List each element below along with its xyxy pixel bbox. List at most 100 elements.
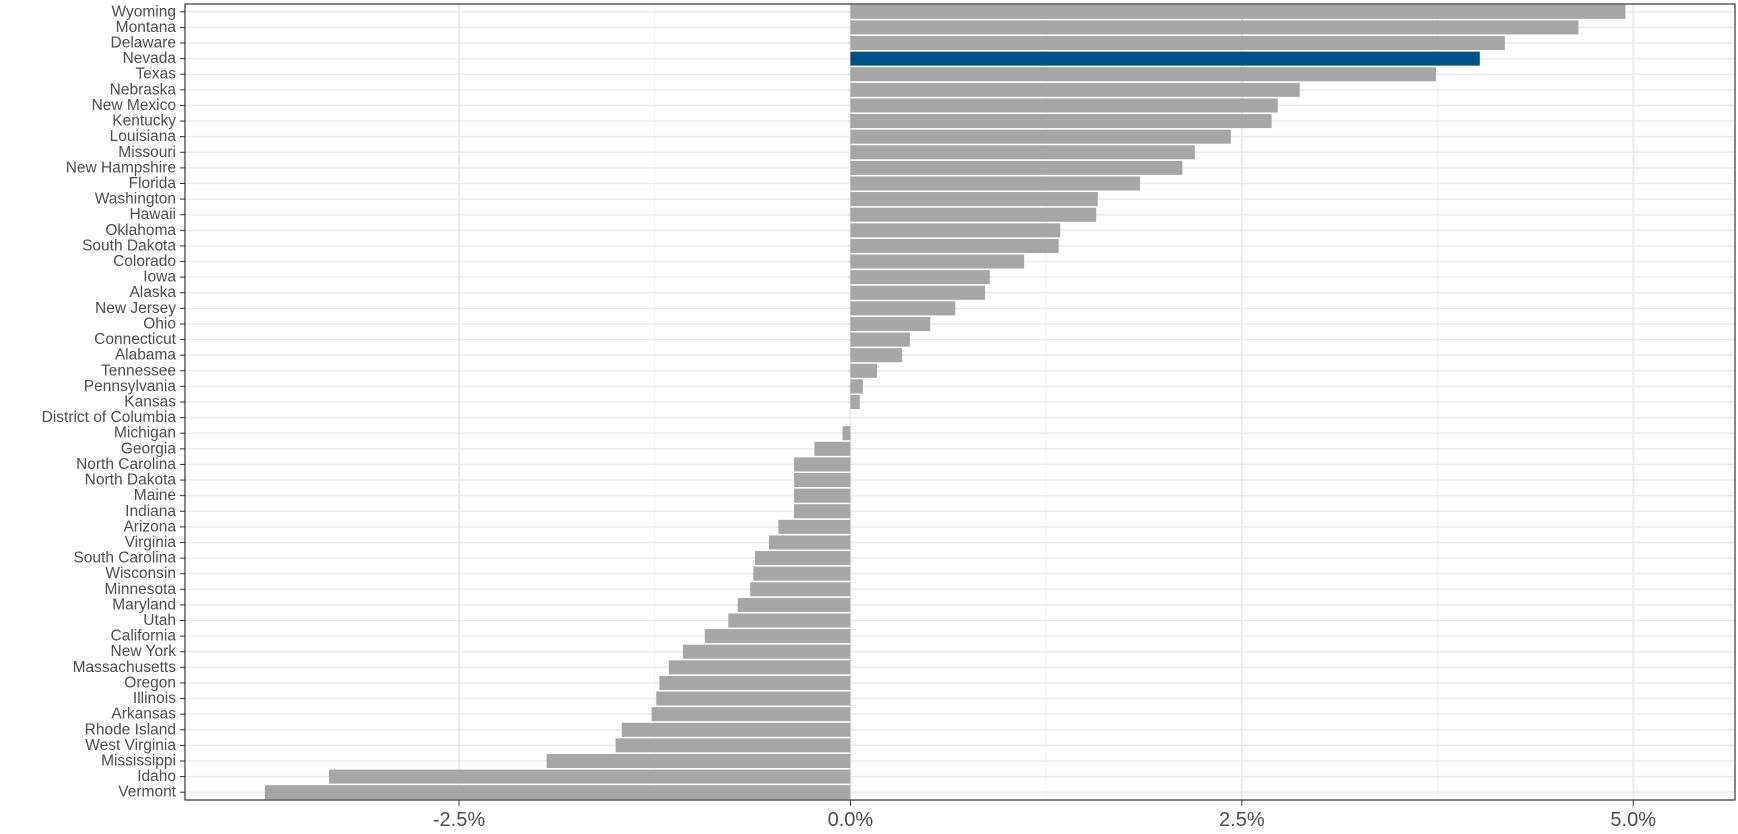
bar-virginia <box>768 535 851 550</box>
y-tick-label: Nevada <box>123 50 177 67</box>
bar-south-dakota <box>850 238 1059 253</box>
y-tick-label: Hawaii <box>129 206 176 223</box>
y-tick-label: Louisiana <box>110 128 177 145</box>
y-tick-label: North Carolina <box>76 456 176 473</box>
bar-arizona <box>778 519 851 534</box>
y-tick-label: Kentucky <box>112 113 176 130</box>
y-tick-label: Georgia <box>121 440 177 457</box>
bar-iowa <box>850 270 990 285</box>
x-tick-label: 5.0% <box>1610 809 1656 831</box>
bar-tennessee <box>850 363 878 378</box>
bar-minnesota <box>750 582 851 597</box>
y-tick-label: Ohio <box>143 315 176 332</box>
y-tick-label: Mississippi <box>101 752 176 769</box>
bar-maine <box>794 488 851 503</box>
y-tick-label: Michigan <box>114 425 176 442</box>
y-tick-label: Florida <box>129 175 177 192</box>
y-tick-label: Colorado <box>113 253 176 270</box>
bar-wisconsin <box>753 566 851 581</box>
y-tick-label: Utah <box>143 612 176 629</box>
bar-vermont <box>264 785 851 800</box>
bar-louisiana <box>850 129 1231 144</box>
bar-south-carolina <box>754 551 851 566</box>
y-tick-label: Minnesota <box>104 581 176 598</box>
bar-colorado <box>850 254 1025 269</box>
y-tick-label: Alabama <box>115 347 177 364</box>
y-tick-label: Wyoming <box>112 3 176 20</box>
bar-oregon <box>659 675 851 690</box>
y-axis: WyomingMontanaDelawareNevadaTexasNebrask… <box>42 3 185 801</box>
y-tick-label: New Hampshire <box>66 159 176 176</box>
bar-rhode-island <box>621 722 851 737</box>
y-tick-label: New Mexico <box>92 97 176 114</box>
y-tick-label: Maine <box>134 487 176 504</box>
bar-indiana <box>794 504 851 519</box>
bar-florida <box>850 176 1141 191</box>
bar-pennsylvania <box>850 379 863 394</box>
bar-kentucky <box>850 114 1272 129</box>
bar-idaho <box>329 769 851 784</box>
y-tick-label: Arizona <box>123 518 176 535</box>
y-tick-label: New York <box>111 643 177 660</box>
y-tick-label: South Dakota <box>82 237 176 254</box>
y-tick-label: South Carolina <box>73 550 176 567</box>
bar-arkansas <box>651 707 851 722</box>
bar-kansas <box>850 394 860 410</box>
y-tick-label: District of Columbia <box>42 409 177 426</box>
bar-hawaii <box>850 207 1097 222</box>
y-tick-label: Alaska <box>129 284 176 301</box>
y-tick-label: North Dakota <box>85 472 177 489</box>
y-tick-label: Texas <box>136 66 177 83</box>
y-tick-label: Massachusetts <box>73 659 177 676</box>
y-tick-label: New Jersey <box>95 300 176 317</box>
bar-oklahoma <box>850 223 1061 238</box>
y-tick-label: Kansas <box>124 394 176 411</box>
bar-delaware <box>850 35 1505 51</box>
y-tick-label: Missouri <box>118 144 176 161</box>
bar-west-virginia <box>615 738 851 753</box>
y-tick-label: West Virginia <box>85 737 176 754</box>
y-tick-label: Arkansas <box>111 706 176 723</box>
bar-utah <box>728 613 851 628</box>
y-tick-label: Iowa <box>143 269 176 286</box>
y-tick-label: Indiana <box>125 503 176 520</box>
bar-new-mexico <box>850 98 1278 113</box>
y-tick-label: Oregon <box>124 674 176 691</box>
y-tick-label: California <box>111 628 177 645</box>
y-tick-label: Wisconsin <box>105 565 176 582</box>
y-tick-label: Delaware <box>111 35 176 52</box>
y-tick-label: Virginia <box>125 534 177 551</box>
bar-texas <box>850 67 1436 82</box>
x-tick-label: 2.5% <box>1219 809 1265 831</box>
bar-alabama <box>850 348 903 363</box>
bar-north-dakota <box>794 473 851 488</box>
y-tick-label: Maryland <box>112 596 176 613</box>
bar-new-york <box>682 644 851 659</box>
y-tick-label: Idaho <box>137 768 176 785</box>
bar-michigan <box>842 426 851 441</box>
bar-wyoming <box>850 4 1626 19</box>
bar-california <box>704 629 851 644</box>
y-tick-label: Washington <box>95 191 176 208</box>
y-tick-label: Rhode Island <box>85 721 176 738</box>
y-tick-label: Connecticut <box>94 331 177 348</box>
x-tick-label: -2.5% <box>433 809 485 831</box>
bar-maryland <box>737 597 851 612</box>
bar-ohio <box>850 316 931 331</box>
x-tick-label: 0.0% <box>828 809 874 831</box>
bar-mississippi <box>546 753 851 769</box>
y-tick-label: Montana <box>116 19 177 36</box>
bar-new-hampshire <box>850 160 1183 175</box>
bar-nebraska <box>850 82 1300 97</box>
y-tick-label: Vermont <box>118 784 176 801</box>
y-tick-label: Illinois <box>133 690 176 707</box>
y-tick-label: Pennsylvania <box>84 378 177 395</box>
y-tick-label: Oklahoma <box>105 222 176 239</box>
bar-illinois <box>656 691 851 706</box>
x-axis: -2.5% 0.0% 2.5% 5.0% <box>433 800 1656 831</box>
bar-alaska <box>850 285 986 300</box>
bar-georgia <box>814 441 851 456</box>
bar-missouri <box>850 145 1195 160</box>
